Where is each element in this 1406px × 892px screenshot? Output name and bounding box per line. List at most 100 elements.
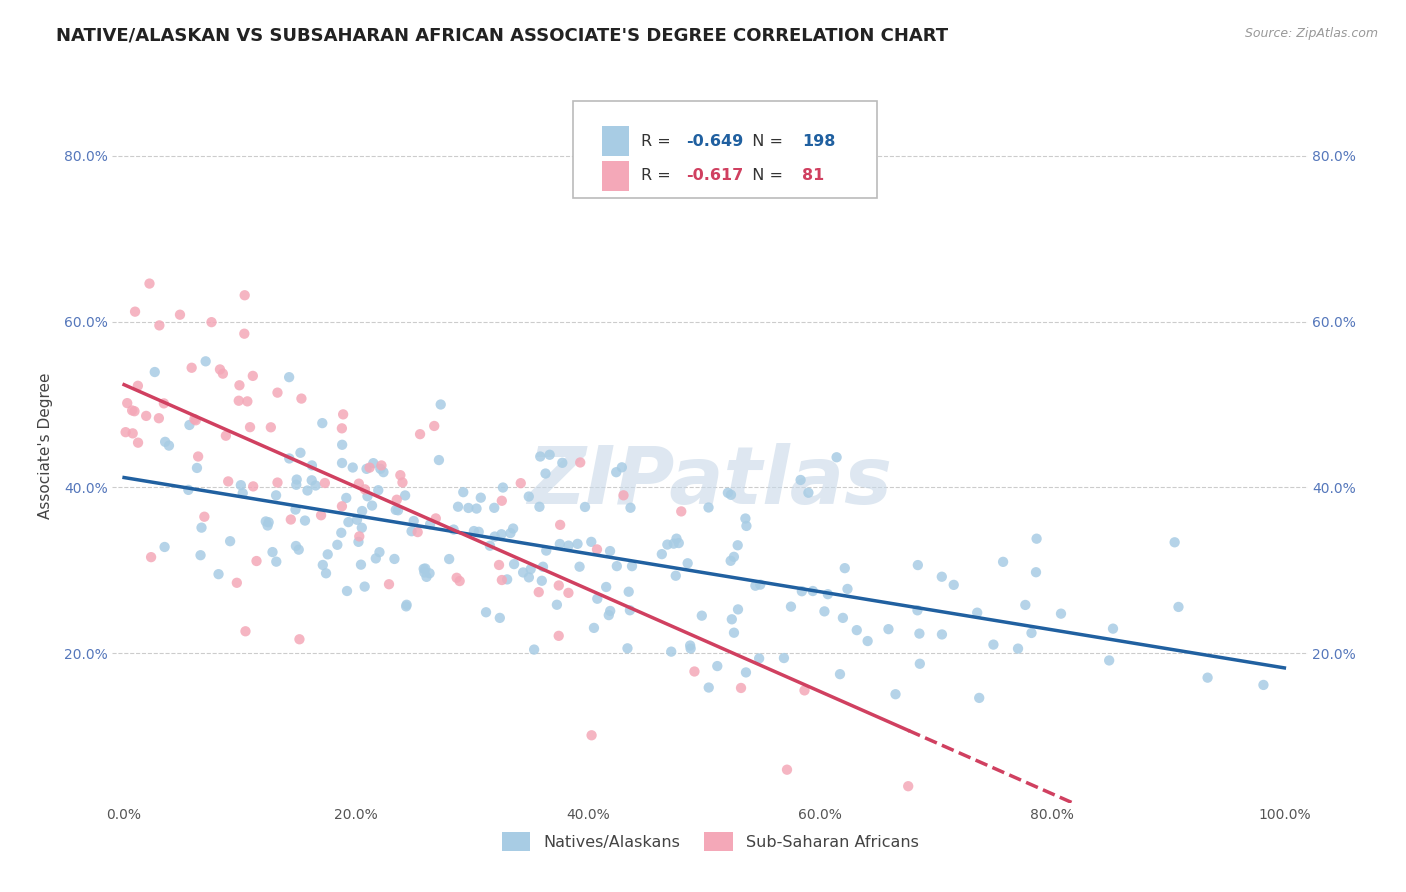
Point (491, 493, 513, 508)
Point (447, 500, 470, 514)
Point (350, 521, 373, 535)
Point (581, 728, 603, 742)
Point (832, 611, 855, 625)
Point (908, 626, 931, 640)
Point (157, 439, 180, 453)
Text: -0.649: -0.649 (686, 134, 744, 149)
Point (567, 537, 589, 551)
Point (143, 365, 166, 379)
Point (744, 579, 766, 593)
Point (245, 554, 267, 568)
Point (907, 558, 929, 572)
Point (727, 538, 749, 552)
Text: Source: ZipAtlas.com: Source: ZipAtlas.com (1244, 27, 1378, 40)
Point (503, 557, 526, 571)
Point (342, 460, 364, 475)
Point (470, 491, 492, 505)
Point (429, 397, 451, 411)
Point (967, 690, 990, 705)
Point (683, 665, 706, 679)
Point (153, 396, 176, 410)
Point (619, 603, 641, 617)
Point (897, 779, 920, 793)
Point (1025, 532, 1047, 546)
Point (193, 509, 215, 524)
Point (284, 502, 307, 516)
Point (735, 665, 758, 680)
Point (657, 538, 679, 552)
Point (1098, 653, 1121, 667)
Point (551, 456, 574, 470)
Point (856, 634, 879, 648)
Point (186, 461, 208, 475)
Point (395, 599, 418, 614)
Point (402, 514, 425, 528)
Point (212, 367, 235, 381)
Point (406, 525, 429, 540)
Point (370, 458, 392, 473)
Point (735, 519, 758, 533)
Point (1167, 599, 1189, 614)
Point (1102, 622, 1125, 636)
Point (616, 641, 638, 656)
Point (619, 500, 641, 515)
Point (679, 639, 702, 653)
Point (148, 411, 170, 425)
Point (190, 548, 212, 562)
Point (538, 448, 561, 462)
Point (491, 527, 513, 541)
Point (825, 450, 848, 465)
Point (361, 499, 384, 513)
Point (983, 638, 1005, 652)
Point (908, 657, 931, 671)
Point (121, 426, 143, 441)
Point (966, 606, 988, 620)
Point (254, 515, 277, 529)
Point (1163, 535, 1185, 549)
Point (337, 515, 360, 529)
Point (817, 587, 839, 601)
Point (529, 500, 551, 514)
Point (401, 524, 423, 539)
Point (314, 475, 336, 490)
Point (336, 584, 359, 599)
Bar (603, 127, 628, 156)
Point (837, 582, 859, 596)
Point (446, 571, 468, 585)
Point (394, 488, 416, 502)
Point (467, 524, 489, 539)
Point (793, 683, 815, 698)
Point (659, 645, 682, 659)
Point (679, 641, 702, 656)
Point (284, 539, 307, 553)
Point (285, 477, 308, 491)
Point (748, 651, 770, 665)
Point (330, 421, 353, 435)
Point (780, 599, 803, 614)
Point (330, 525, 353, 540)
Point (349, 529, 371, 543)
Point (574, 500, 596, 514)
Point (942, 578, 965, 592)
Point (395, 598, 418, 612)
Point (662, 536, 685, 550)
Point (534, 467, 557, 481)
Point (127, 435, 149, 450)
Point (183, 412, 205, 426)
Text: NATIVE/ALASKAN VS SUBSAHARAN AFRICAN ASSOCIATE'S DEGREE CORRELATION CHART: NATIVE/ALASKAN VS SUBSAHARAN AFRICAN ASS… (56, 27, 949, 45)
Point (301, 458, 323, 473)
Point (215, 428, 238, 442)
Point (356, 489, 378, 503)
Point (451, 485, 474, 500)
Point (239, 420, 262, 434)
Point (266, 385, 288, 400)
Point (931, 627, 953, 641)
Point (720, 612, 742, 626)
Point (297, 483, 319, 498)
Point (228, 393, 250, 408)
Point (557, 539, 579, 553)
Point (449, 574, 471, 588)
Text: ZIPatlas: ZIPatlas (527, 442, 893, 521)
Point (834, 561, 856, 575)
Point (557, 586, 579, 600)
